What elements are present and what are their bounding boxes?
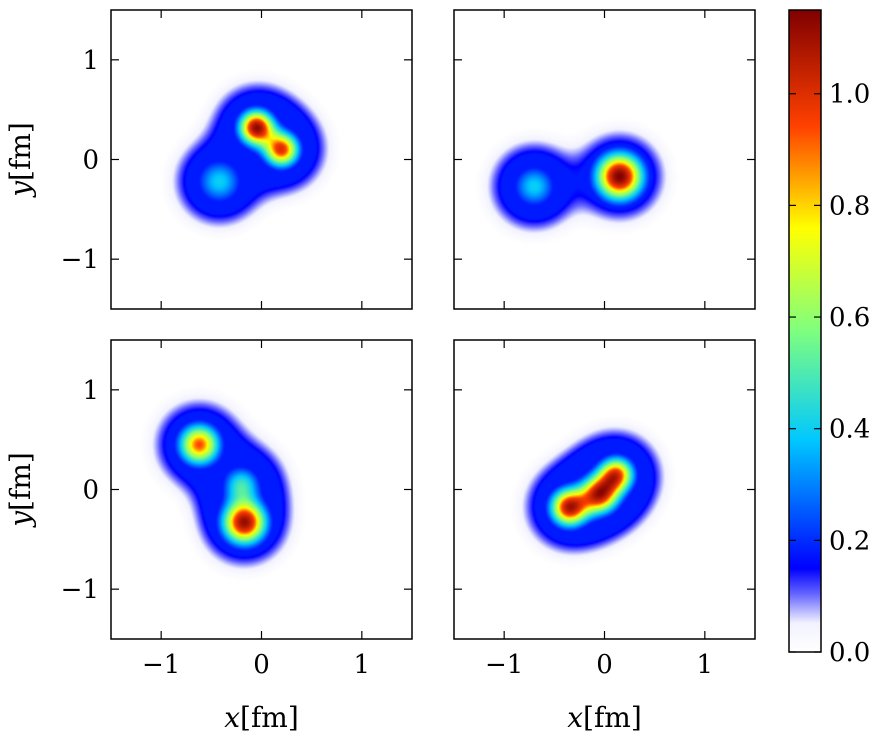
- y-tick-label: −1: [61, 575, 99, 605]
- y-axis-label: y[fm]: [4, 122, 37, 199]
- x-tick-label: 1: [354, 650, 371, 680]
- heatmap-image-bottom-left: [111, 340, 412, 639]
- colorbar: 0.0 0.2 0.4 0.6 0.8 1.0: [788, 9, 870, 668]
- y-tick-label: 1: [82, 376, 99, 406]
- colorbar-tick-label: 0.0: [829, 638, 870, 668]
- colorbar-scale: [788, 9, 822, 653]
- heatmap-image-top-right: [454, 10, 755, 309]
- heatmap-image-top-left: [111, 10, 412, 309]
- colorbar-tick-label: 0.2: [829, 526, 870, 556]
- y-tick-label: −1: [61, 245, 99, 275]
- x-tick-label: 0: [253, 650, 270, 680]
- panels-layer: [110, 9, 756, 640]
- x-tick-label: 1: [697, 650, 714, 680]
- colorbar-tick-label: 0.4: [829, 415, 870, 445]
- x-axis-label: x[fm]: [224, 701, 299, 734]
- heatmap-image-bottom-right: [454, 340, 755, 639]
- y-tick-label: 0: [82, 146, 99, 176]
- x-tick-label: −1: [485, 650, 523, 680]
- panel-bottom-left: [110, 339, 413, 640]
- y-tick-label: 1: [82, 46, 99, 76]
- colorbar-tick-label: 1.0: [829, 80, 870, 110]
- panel-bottom-right: [453, 339, 756, 640]
- colorbar-tick-label: 0.8: [829, 191, 870, 221]
- colorbar-tick-label: 0.6: [829, 303, 870, 333]
- x-tick-label: −1: [142, 650, 180, 680]
- x-tick-label: 0: [596, 650, 613, 680]
- labels-layer: −1 0 1 y[fm] −1 0 1 −1 0 1 x[fm] y[fm] −1 0 1 x[fm]: [4, 46, 713, 734]
- y-tick-label: 0: [82, 476, 99, 506]
- y-axis-label: y[fm]: [4, 452, 37, 529]
- panel-top-left: [110, 9, 413, 310]
- panel-top-right: [453, 9, 756, 310]
- x-axis-label: x[fm]: [567, 701, 642, 734]
